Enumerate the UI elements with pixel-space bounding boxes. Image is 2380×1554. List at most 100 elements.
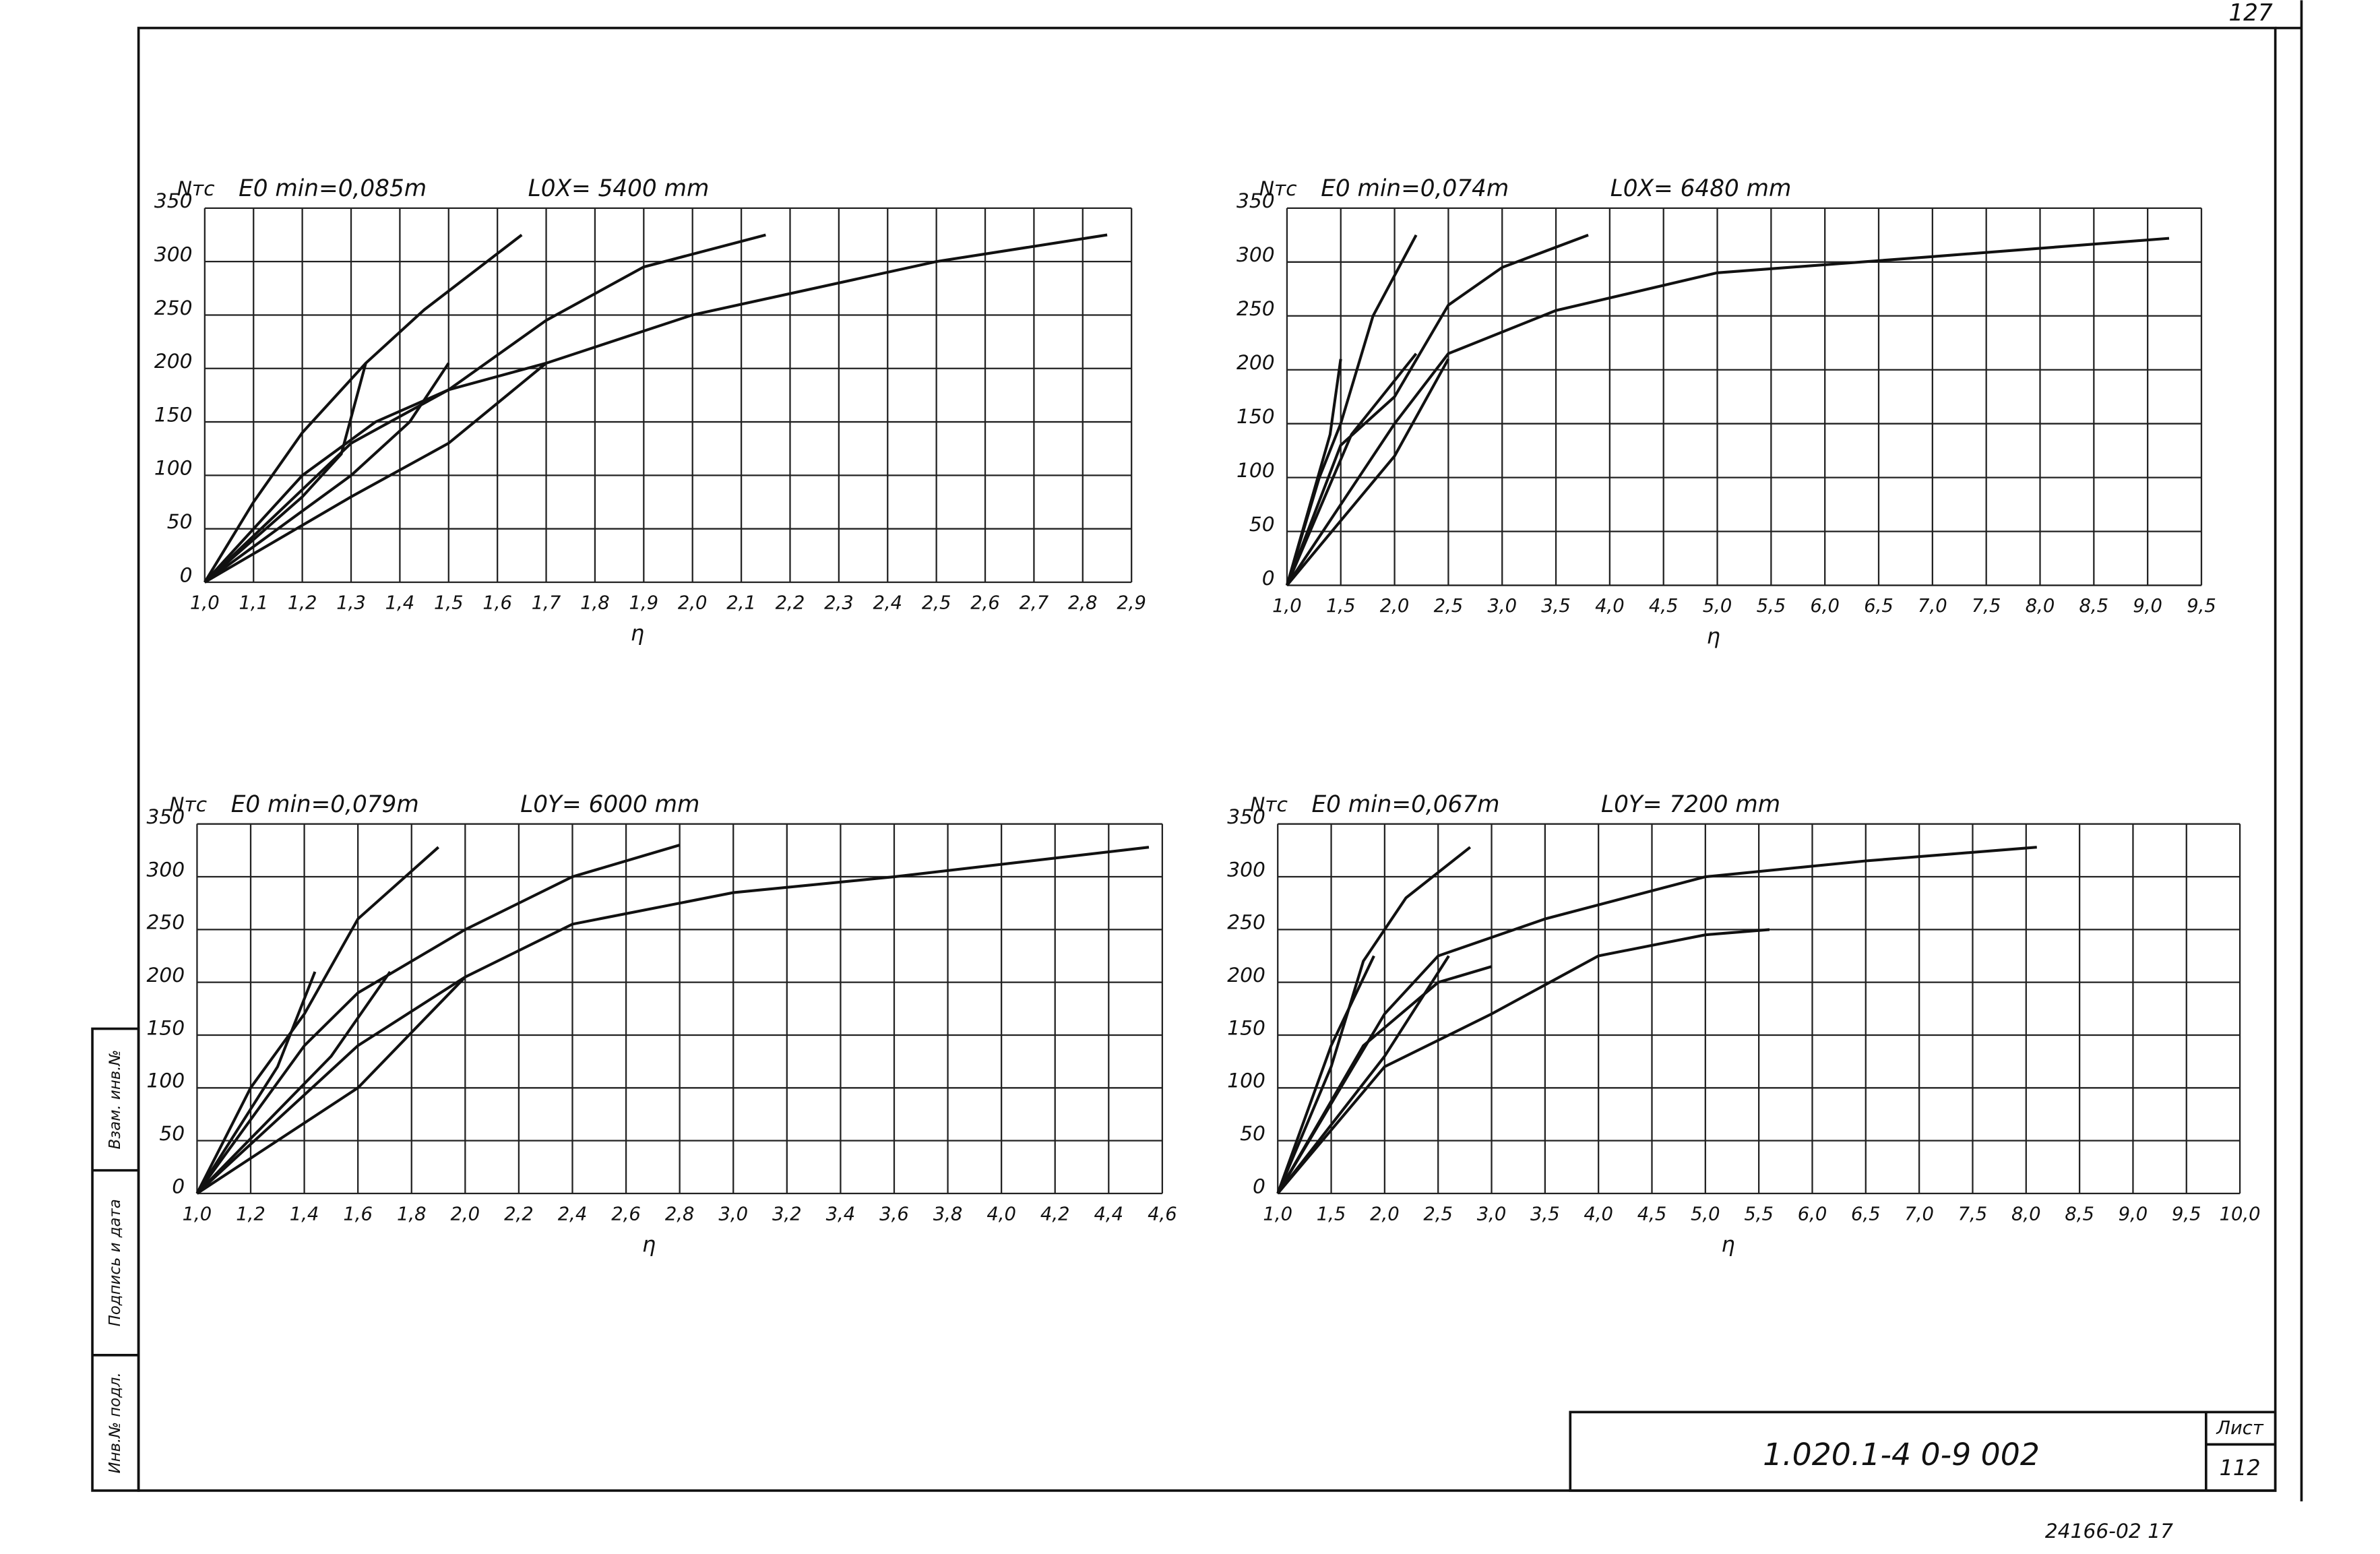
x-tick-label: 8,5 [2065,1204,2094,1224]
y-tick-label: 0 [180,563,193,587]
y-axis-label: Nтс [169,793,207,817]
curve [1276,965,1493,1195]
stamp-text: Подпись и дата [106,1199,124,1326]
y-tick-label: 250 [154,297,193,320]
curve [1286,237,2170,586]
x-tick-label: 4,5 [1637,1204,1667,1224]
x-tick-label: 6,5 [1864,596,1893,617]
title-block [1569,1410,2277,1492]
curve [1276,846,2037,1195]
y-axis-label: Nтс [1259,177,1297,201]
chart-subtitle: L0Y= 6000 mm [520,791,699,818]
x-tick-label: 4,5 [1649,596,1679,617]
x-tick-label: 1,6 [343,1204,373,1224]
curve [196,846,1150,1195]
x-tick-label: 9,0 [2133,596,2162,617]
curve [203,362,450,584]
x-tick-label: 2,8 [1068,592,1098,613]
y-tick-label: 50 [159,1122,185,1146]
chart-title: E0 min=0,067m [1311,791,1499,818]
x-tick-label: 2,2 [776,592,805,613]
archive-number: 24166-02 17 [2045,1520,2173,1543]
x-tick-label: 7,0 [1918,596,1947,617]
x-tick-label: 8,0 [2026,596,2055,617]
y-tick-label: 200 [146,964,185,987]
x-tick-label: 1,3 [336,592,366,613]
curve [1276,928,1770,1195]
x-tick-label: 4,6 [1148,1204,1177,1224]
x-axis-label: η [1721,1232,1734,1257]
x-tick-label: 1,0 [190,592,220,613]
y-tick-label: 150 [1236,405,1275,429]
curve [203,233,523,584]
curve [195,971,317,1195]
y-tick-label: 0 [172,1175,185,1198]
x-tick-label: 1,5 [1326,596,1356,617]
curve [1286,233,1589,586]
y-tick-label: 150 [1227,1016,1265,1040]
curve [196,976,466,1195]
x-tick-label: 1,9 [629,592,659,613]
y-tick-label: 300 [1227,858,1265,881]
curve [195,846,440,1194]
curve [203,363,367,584]
x-tick-label: 1,6 [482,592,512,613]
x-tick-label: 1,5 [434,592,464,613]
x-tick-label: 2,5 [922,592,951,613]
y-tick-label: 0 [1262,567,1275,590]
stamp-text: Взам. инв.№ [106,1050,124,1150]
x-tick-label: 2,6 [611,1204,641,1224]
chart-subtitle: L0Y= 7200 mm [1601,791,1780,818]
y-tick-label: 200 [154,350,193,373]
chart-title: E0 min=0,079m [231,791,419,818]
chart-subtitle: L0X= 5400 mm [528,175,710,202]
x-tick-label: 2,0 [1370,1204,1400,1224]
x-tick-label: 1,2 [288,592,317,613]
x-tick-label: 8,0 [2011,1204,2041,1224]
x-tick-label: 4,2 [1040,1204,1070,1224]
curve [195,970,392,1195]
x-tick-label: 2,0 [1380,596,1410,617]
curve [1285,359,1342,586]
x-tick-label: 2,0 [451,1204,480,1224]
x-tick-label: 3,6 [879,1204,909,1224]
y-tick-label: 50 [1249,513,1275,536]
x-tick-label: 1,0 [1272,596,1302,617]
x-tick-label: 1,4 [290,1204,319,1224]
curve [1286,358,1450,586]
x-tick-label: 5,0 [1703,596,1732,617]
x-tick-label: 1,5 [1317,1204,1346,1224]
sheet-number: 112 [2220,1455,2261,1481]
y-tick-label: 250 [1227,911,1265,935]
y-tick-label: 50 [167,510,193,534]
x-axis-label: η [1707,623,1720,649]
y-tick-label: 150 [154,403,193,427]
x-tick-label: 1,4 [385,592,415,613]
x-tick-label: 1,8 [397,1204,427,1224]
x-tick-label: 10,0 [2220,1204,2261,1224]
x-tick-label: 6,0 [1810,596,1840,617]
x-tick-label: 4,4 [1094,1204,1123,1224]
x-tick-label: 3,5 [1530,1204,1560,1224]
x-axis-label: η [642,1232,656,1257]
x-tick-label: 3,2 [772,1204,802,1224]
x-tick-label: 4,0 [1595,596,1625,617]
chart-subtitle: L0X= 6480 mm [1610,175,1792,202]
x-tick-label: 5,5 [1757,596,1786,617]
x-tick-label: 2,8 [665,1204,695,1224]
y-tick-label: 300 [154,243,193,267]
x-tick-label: 2,4 [558,1204,588,1224]
y-tick-label: 250 [1236,297,1275,321]
sheet-label: Лист [2216,1418,2263,1439]
curve [1276,955,1450,1195]
x-tick-label: 3,4 [826,1204,856,1224]
curve [1286,352,1418,586]
x-tick-label: 1,0 [183,1204,212,1224]
x-tick-label: 1,8 [580,592,610,613]
x-tick-label: 2,4 [873,592,902,613]
chart-title: E0 min=0,074m [1321,175,1509,202]
y-tick-label: 300 [1236,243,1275,267]
x-tick-label: 2,1 [726,592,756,613]
